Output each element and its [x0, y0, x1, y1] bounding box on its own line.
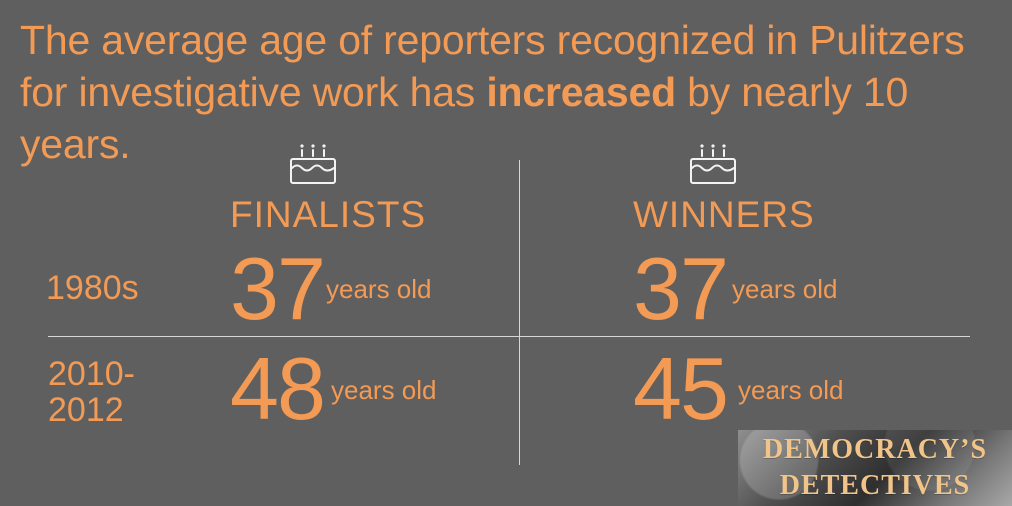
vertical-divider: [519, 160, 520, 465]
row-label-1980s: 1980s: [46, 269, 139, 307]
headline-after: by nearly 10 years.: [20, 69, 909, 167]
logo-line-1: DEMOCRACY’S: [762, 434, 988, 465]
years-old-label: years old: [331, 375, 437, 405]
headline: The average age of reporters recognized …: [20, 14, 1000, 170]
logo-line-2: DETECTIVES: [779, 470, 971, 501]
row-label-2010-2012: 2010- 2012: [48, 355, 135, 429]
finalists-2010-2012-age: 48: [230, 339, 326, 438]
winners-heading: WINNERS: [633, 194, 815, 235]
years-old-label: years old: [732, 274, 838, 304]
headline-emphasis: increased: [486, 69, 676, 115]
horizontal-divider: [48, 336, 970, 337]
headline-before: The average age of reporters recognized …: [20, 17, 965, 115]
birthday-cake-icon: [286, 142, 340, 188]
winners-2010-2012-age: 45: [633, 339, 729, 438]
winners-1980s-age: 37: [633, 239, 729, 338]
birthday-cake-icon: [686, 142, 740, 188]
years-old-label: years old: [738, 375, 844, 405]
finalists-1980s-age: 37: [230, 239, 326, 338]
years-old-label: years old: [326, 274, 432, 304]
democracys-detectives-logo: DEMOCRACY’S DETECTIVES: [738, 430, 1012, 506]
finalists-heading: FINALISTS: [230, 194, 427, 235]
